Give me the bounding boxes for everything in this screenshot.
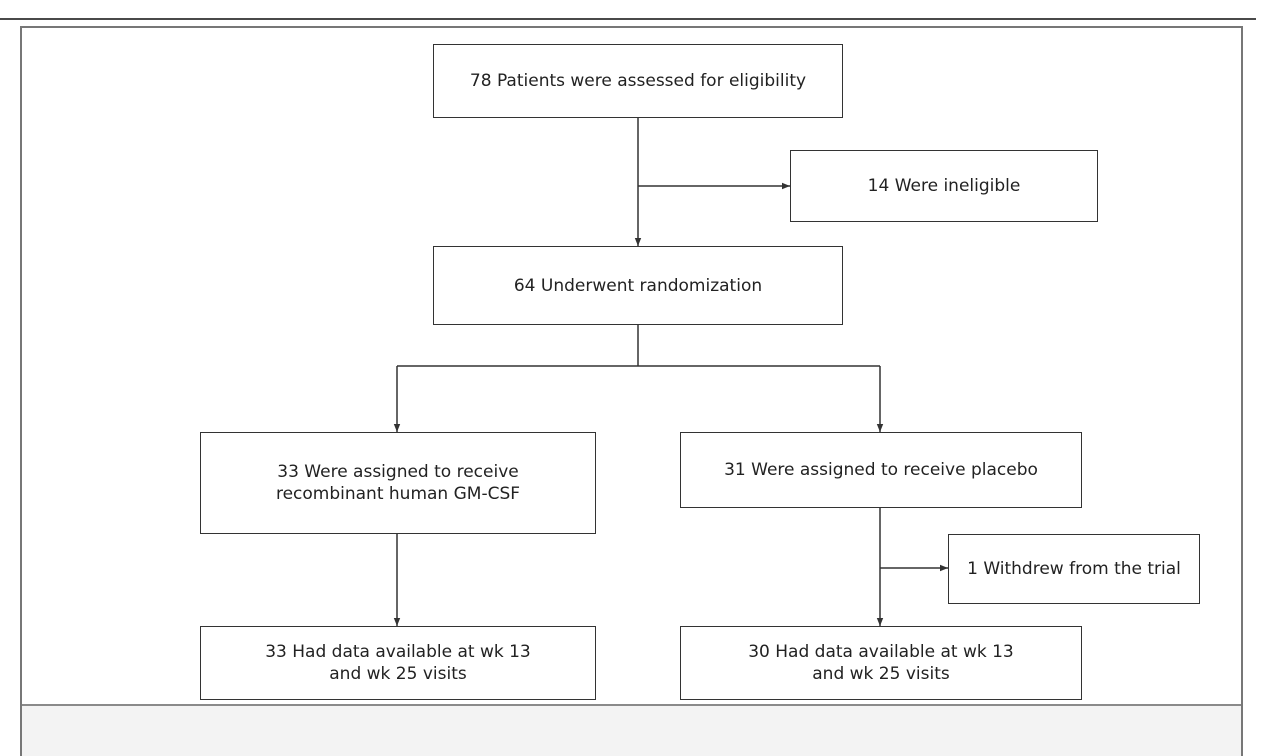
ineligible-box: 14 Were ineligible xyxy=(790,150,1098,222)
gmcsf-arm-text: 33 Were assigned to receive recombinant … xyxy=(275,462,521,504)
gmcsf-data-text: 33 Had data available at wk 13 and wk 25… xyxy=(265,642,531,684)
top-rule xyxy=(0,18,1256,20)
placebo-arm-text: 31 Were assigned to receive placebo xyxy=(724,460,1038,480)
assessed-text: 78 Patients were assessed for eligibilit… xyxy=(469,71,807,91)
gmcsf-data-box: 33 Had data available at wk 13 and wk 25… xyxy=(200,626,596,700)
withdrew-box: 1 Withdrew from the trial xyxy=(948,534,1200,604)
placebo-arm-box: 31 Were assigned to receive placebo xyxy=(680,432,1082,508)
placebo-data-box: 30 Had data available at wk 13 and wk 25… xyxy=(680,626,1082,700)
ineligible-text: 14 Were ineligible xyxy=(867,176,1021,196)
gmcsf-arm-box: 33 Were assigned to receive recombinant … xyxy=(200,432,596,534)
placebo-data-text: 30 Had data available at wk 13 and wk 25… xyxy=(748,642,1014,684)
assessed-box: 78 Patients were assessed for eligibilit… xyxy=(433,44,843,118)
withdrew-text: 1 Withdrew from the trial xyxy=(967,559,1181,579)
randomized-box: 64 Underwent randomization xyxy=(433,246,843,325)
randomized-text: 64 Underwent randomization xyxy=(513,275,763,296)
